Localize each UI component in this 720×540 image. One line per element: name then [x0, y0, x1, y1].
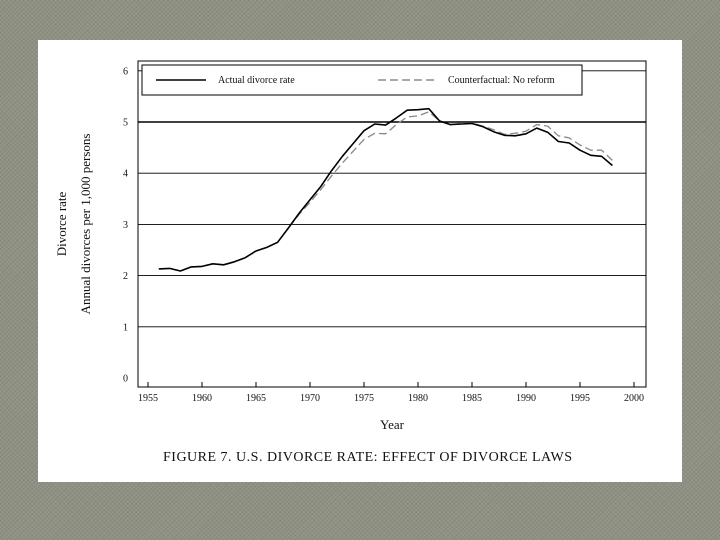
legend-label-actual: Actual divorce rate	[218, 75, 295, 86]
legend-label-counterfactual: Counterfactual: No reform	[448, 75, 555, 86]
y-axis-title-line2: Annual divorces per 1,000 persons	[78, 134, 93, 315]
y-tick-label-3: 3	[123, 220, 128, 231]
y-tick-label-0: 0	[123, 374, 128, 385]
series-line-actual	[158, 107, 613, 272]
x-tick-label-1980: 1980	[408, 393, 428, 404]
series-line-counterfactual	[158, 111, 613, 272]
x-tick-labels: 1955 1960 1965 1970 1975 1980 1985 1990 1995 2000	[138, 382, 644, 404]
y-tick-label-1: 1	[123, 322, 128, 333]
x-tick-label-1990: 1990	[516, 393, 536, 404]
y-tick-label-4: 4	[123, 169, 128, 180]
x-tick-label-1975: 1975	[354, 393, 374, 404]
y-axis-title-line1: Divorce rate	[54, 191, 69, 256]
divorce-rate-chart: 0 1 2 3 4 5 6 1955 1960 1965 1970 1975 1980 1985 1990…	[54, 60, 647, 465]
x-tick-label-1995: 1995	[570, 393, 590, 404]
x-tick-label-2000: 2000	[624, 393, 644, 404]
plot-frame	[137, 60, 647, 388]
x-tick-label-1970: 1970	[300, 393, 320, 404]
legend-box	[141, 64, 583, 96]
y-tick-label-5: 5	[123, 118, 128, 129]
x-tick-label-1965: 1965	[246, 393, 266, 404]
x-axis-title: Year	[380, 417, 405, 432]
x-tick-label-1955: 1955	[138, 393, 158, 404]
figure-caption: FIGURE 7. U.S. DIVORCE RATE: EFFECT OF D…	[163, 450, 573, 465]
x-tick-label-1985: 1985	[462, 393, 482, 404]
x-tick-label-1960: 1960	[192, 393, 212, 404]
y-tick-label-2: 2	[123, 271, 128, 282]
y-tick-labels: 0 1 2 3 4 5 6	[123, 66, 128, 384]
y-tick-label-6: 6	[123, 66, 128, 77]
gridlines	[138, 70, 646, 328]
slide-panel: 0 1 2 3 4 5 6 1955 1960 1965 1970 1975 1980 1985 1990…	[38, 40, 682, 482]
legend: Actual divorce rate Counterfactual: No r…	[141, 64, 583, 96]
series-lines	[158, 107, 613, 272]
